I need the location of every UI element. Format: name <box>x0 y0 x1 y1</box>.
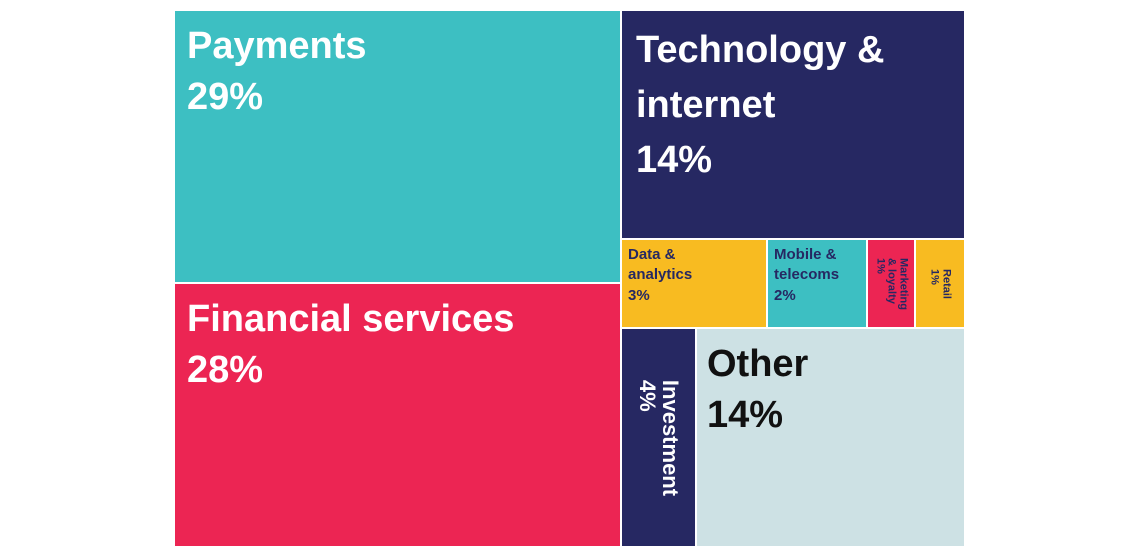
tile-value: 4% <box>634 379 660 412</box>
tile-value: 14% <box>636 139 713 182</box>
tile-label: Data & analytics <box>628 246 693 284</box>
tile-value: 14% <box>707 394 784 437</box>
tile-label: Financial services <box>187 298 515 340</box>
tile-data-and-analytics: Data & analytics 3% <box>622 240 766 327</box>
tile-label: Investment <box>657 379 683 496</box>
tile-technology-and-internet: Technology & internet 14% <box>622 11 964 238</box>
tile-other: Other 14% <box>697 329 964 546</box>
tile-payments: Payments 29% <box>175 11 620 282</box>
tile-label: Retail <box>940 268 953 299</box>
tile-mobile-and-telecoms: Mobile & telecoms 2% <box>768 240 866 327</box>
tile-label: Payments <box>187 25 367 67</box>
tile-financial-services: Financial services 28% <box>175 284 620 546</box>
tile-label: Mobile & telecoms <box>774 246 840 284</box>
tile-retail: Retail 1% <box>916 240 964 327</box>
tile-value: 2% <box>774 286 796 304</box>
tile-label: Marketing & loyalty <box>885 257 910 310</box>
tile-marketing-and-loyalty: Marketing & loyalty 1% <box>868 240 914 327</box>
tile-investment: Investment 4% <box>622 329 695 546</box>
tile-label: Other <box>707 343 809 385</box>
tile-value: 1% <box>874 257 887 274</box>
tile-value: 28% <box>187 349 264 392</box>
tile-value: 1% <box>929 268 941 285</box>
tile-label: Technology & internet <box>636 29 885 127</box>
treemap-chart: Payments 29% Financial services 28% Technolo… <box>175 11 964 546</box>
tile-value: 3% <box>628 286 650 304</box>
tile-value: 29% <box>187 76 264 119</box>
